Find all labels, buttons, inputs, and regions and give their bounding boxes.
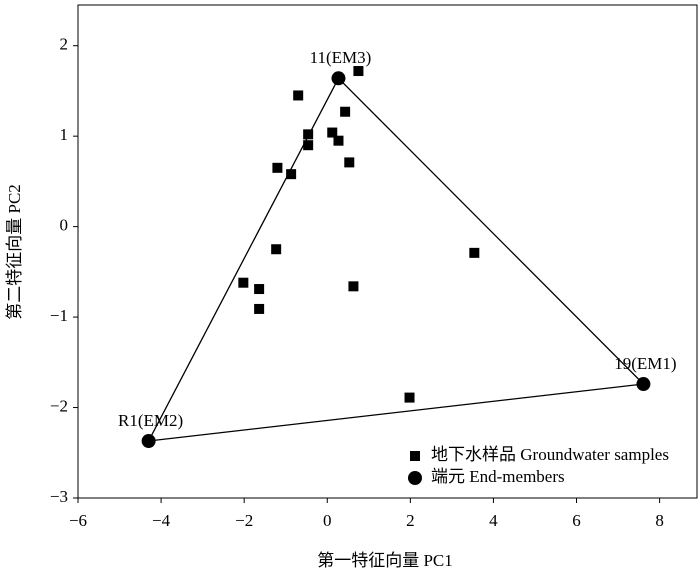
- end-member-triangle: [147, 77, 645, 442]
- y-tick-label: −2: [50, 396, 68, 415]
- x-tick-label: 2: [406, 511, 415, 530]
- x-tick-label: −4: [152, 511, 171, 530]
- sample-point: [293, 90, 304, 101]
- y-tick-label: 2: [60, 35, 69, 54]
- legend-marker: [408, 471, 422, 485]
- sample-point: [272, 162, 283, 173]
- plot-frame: [77, 4, 698, 499]
- point-label: R1(EM2): [118, 411, 183, 430]
- x-tick-label: −6: [69, 511, 87, 530]
- legend-label: 地下水样品 Groundwater samples: [431, 445, 669, 464]
- sample-point: [348, 281, 359, 292]
- sample-point: [238, 277, 249, 288]
- sample-point: [327, 127, 338, 138]
- sample-point: [333, 135, 344, 146]
- x-tick-label: 8: [655, 511, 664, 530]
- y-tick-label: −1: [50, 306, 68, 325]
- y-tick-label: 1: [60, 125, 69, 144]
- y-axis-label: 第二特征向量 PC2: [5, 184, 24, 320]
- y-tick-label: −3: [50, 487, 68, 506]
- point-label: 19(EM1): [614, 354, 676, 373]
- sample-point: [353, 66, 364, 77]
- sample-point: [254, 303, 265, 314]
- legend-marker: [410, 451, 420, 461]
- sample-point: [303, 129, 314, 140]
- x-tick-label: −2: [235, 511, 253, 530]
- sample-point: [469, 247, 480, 258]
- sample-point: [344, 157, 355, 168]
- point-label: 11(EM3): [310, 48, 372, 67]
- end-member-point: [331, 71, 346, 86]
- end-member-point: [636, 377, 651, 392]
- y-tick-label: 0: [60, 216, 69, 235]
- x-tick-label: 6: [572, 511, 581, 530]
- sample-point: [303, 140, 314, 151]
- x-tick-label: 0: [323, 511, 332, 530]
- sample-point: [254, 284, 265, 295]
- sample-point: [286, 169, 297, 180]
- end-member-point: [141, 434, 156, 449]
- x-tick-label: 4: [489, 511, 498, 530]
- sample-point: [404, 392, 415, 403]
- legend-label: 端元 End-members: [431, 467, 565, 486]
- sample-point: [271, 244, 282, 255]
- sample-point: [340, 106, 351, 117]
- x-axis-label: 第一特征向量 PC1: [317, 551, 453, 570]
